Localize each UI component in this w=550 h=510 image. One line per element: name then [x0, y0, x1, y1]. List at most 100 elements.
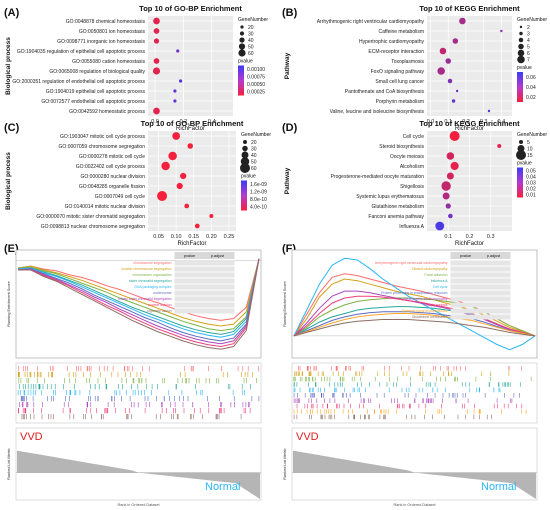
group-right-label: Normal [481, 481, 516, 493]
color-legend-title: pvalue [517, 65, 532, 71]
color-legend-title: pvalue [238, 59, 253, 65]
table-row-bg [174, 272, 235, 278]
data-point [153, 28, 160, 34]
group-left-label: VVD [20, 431, 43, 443]
gsea-plot-5: (E) Running Enrichment Score Ranked List M… [4, 243, 262, 510]
panel-caption: GO [129, 508, 148, 510]
data-point [435, 221, 445, 231]
color-legend-label: 0.01 [526, 192, 536, 198]
panel-label: (C) [4, 122, 20, 134]
size-legend-label: 40 [248, 38, 254, 44]
data-point [172, 132, 181, 140]
series-line [17, 258, 260, 321]
x-tick-label: 0.2 [462, 119, 470, 125]
table-header-bg [174, 252, 235, 259]
y-axis-label: Biological process [5, 37, 12, 95]
data-point [497, 144, 502, 148]
size-legend-dot [238, 43, 246, 50]
size-legend-label: 30 [248, 31, 254, 37]
data-point [451, 99, 456, 103]
x-tick-label: 0.1 [444, 119, 452, 125]
size-legend-label: 5 [527, 140, 530, 146]
category-label: GO:0072577 endothelial cell apoptotic pr… [41, 99, 145, 105]
legend-entry: nucleosome [153, 291, 171, 295]
category-label: Arrhythmogenic right ventricular cardiom… [317, 19, 425, 25]
category-label: Influenza A [399, 224, 424, 230]
legend-entry: Influenza A [431, 279, 449, 283]
category-label: GO:0000280 nuclear division [81, 174, 146, 180]
dotplot-2: (B) Top 10 of KEGG Enrichment Arrhythmogen… [282, 4, 547, 132]
color-legend-label: 0.06 [526, 75, 536, 81]
category-label: GO:0048285 organelle fission [79, 184, 145, 190]
series-line [293, 257, 536, 351]
plot-background [427, 16, 512, 116]
category-label: Fanconi anemia pathway [368, 214, 424, 220]
size-legend-title: GeneNumber [517, 17, 547, 23]
table-row-bg [450, 290, 511, 296]
legend-entry: Glutathione metabolism [412, 315, 448, 319]
data-point [439, 47, 447, 55]
data-point [161, 161, 170, 171]
table-row-bg [174, 260, 235, 266]
color-legend-title: pvalue [241, 174, 256, 180]
size-legend-label: 15 [527, 153, 533, 159]
plot-background [148, 16, 233, 116]
color-legend-bar [238, 65, 244, 96]
size-legend-label: 40 [251, 153, 257, 159]
category-label: Pantothenate and CoA biosynthesis [345, 89, 425, 95]
color-legend-bar [517, 72, 523, 102]
data-point [446, 152, 455, 160]
category-label: GO:0000278 mitotic cell cycle [79, 154, 145, 160]
data-point [452, 38, 459, 44]
x-axis-label: RichFactor [455, 241, 484, 247]
x-axis-caption: Rank in Ordered Dataset [394, 503, 437, 507]
category-label: GO:0098771 inorganic ion homeostasis [57, 39, 145, 45]
category-label: FoxO signaling pathway [371, 69, 425, 75]
lower-y-axis-label: Ranked List Metric [283, 448, 287, 480]
table-row-bg [450, 260, 511, 266]
data-point [442, 192, 450, 200]
ranked-metric-area [17, 450, 260, 499]
color-legend-label: 0.00075 [247, 75, 265, 81]
table-row-bg [174, 302, 235, 308]
x-tick-label: 0.3 [487, 234, 495, 240]
size-legend-dot [239, 37, 245, 43]
category-label: Steroid biosynthesis [379, 144, 424, 150]
category-label: Small cell lung cancer [375, 79, 424, 85]
x-tick-label: 0.4 [208, 119, 216, 125]
category-label: GO:0140014 mitotic nuclear division [65, 204, 146, 210]
series-line [17, 258, 260, 335]
table-row-bg [450, 314, 511, 320]
color-legend-label: 0.02 [526, 186, 536, 192]
group-right-label: Normal [205, 481, 240, 493]
legend-entry: chromosome organization [132, 273, 171, 277]
size-legend-dot [238, 49, 246, 57]
data-point [500, 29, 503, 33]
data-point [487, 109, 491, 113]
size-legend-label: 50 [248, 44, 254, 50]
size-legend-dot [241, 151, 249, 159]
category-label: Valine, leucine and isoleucine biosynthe… [330, 109, 425, 115]
lower-y-axis-label: Ranked List Metric [7, 448, 11, 480]
category-label: GO:1904019 epithelial cell apoptotic pro… [46, 89, 146, 95]
data-point [153, 58, 160, 64]
data-point [441, 181, 451, 191]
dotplot-1: (A) Top 10 of GO-BP Enrichment GO:0048878 … [4, 4, 268, 132]
series-line [293, 278, 536, 337]
data-point [450, 161, 459, 171]
size-legend-dot [518, 37, 524, 43]
series-line [17, 258, 260, 342]
color-legend-label: 0.00100 [247, 67, 265, 73]
series-line [17, 258, 260, 345]
category-label: GO:0007049 cell cycle [95, 194, 146, 200]
category-label: GO:0048878 chemical homeostasis [66, 19, 146, 25]
series-line [18, 258, 260, 348]
data-point [152, 67, 161, 75]
size-legend-dot [516, 150, 526, 160]
size-legend-dot [517, 49, 525, 57]
data-point [176, 182, 183, 190]
table-row-bg [450, 284, 511, 290]
size-legend-label: 6 [527, 51, 530, 57]
data-point [153, 17, 160, 25]
color-legend-label: 0.03 [526, 180, 536, 186]
